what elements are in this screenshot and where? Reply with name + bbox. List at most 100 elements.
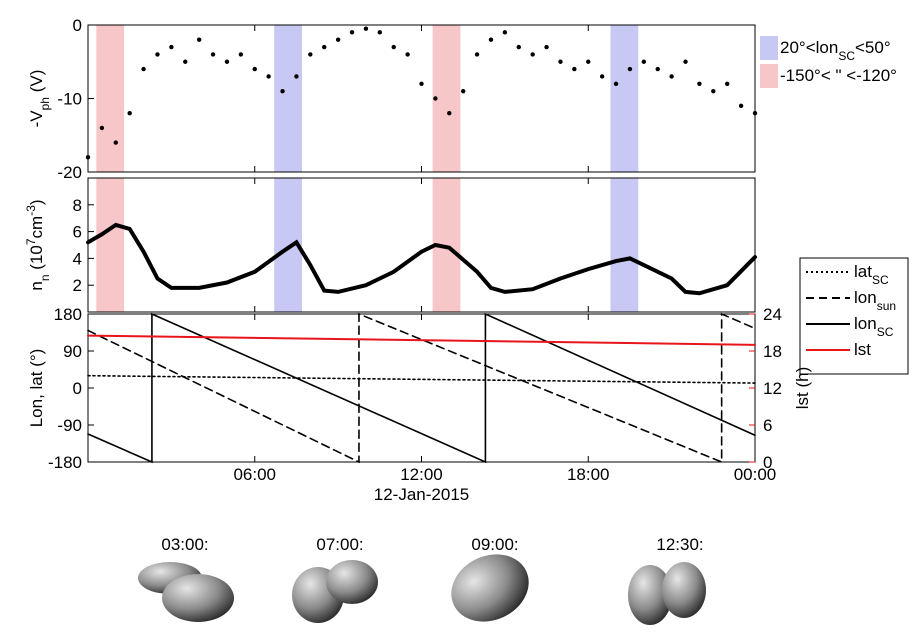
- data-point: [210, 52, 216, 57]
- data-point: [294, 74, 299, 79]
- x-tick-label: 18:00: [567, 465, 610, 484]
- y-axis-label: -Vph (V): [27, 70, 52, 128]
- data-point: [683, 59, 688, 64]
- data-point: [99, 125, 105, 131]
- text-part: ph: [38, 97, 52, 110]
- highlight-band: [610, 178, 639, 312]
- y-tick-label: 6: [73, 223, 82, 242]
- data-point: [405, 52, 410, 57]
- text-part: 7: [24, 238, 38, 245]
- y-tick-label: 0: [73, 16, 82, 35]
- text-part: SC: [872, 273, 889, 287]
- y-axis-label: Lon, lat (°): [27, 349, 46, 428]
- data-point: [697, 81, 702, 87]
- data-point: [377, 30, 383, 35]
- data-point: [474, 52, 480, 57]
- data-point: [613, 81, 619, 87]
- text-part: (10: [27, 245, 46, 274]
- data-point: [113, 140, 118, 145]
- data-point: [224, 59, 230, 64]
- legend-swatch: [760, 36, 778, 60]
- x-tick-label: 12:00: [400, 465, 443, 484]
- comet-shapes: [138, 554, 706, 625]
- y-axis-label: nn (107cm-3): [24, 199, 52, 290]
- plot-frame: [87, 177, 756, 313]
- legend-label: 20°<lonSC<50°: [780, 38, 891, 63]
- legend-label: lst: [854, 340, 871, 359]
- x-axis-label: 12-Jan-2015: [374, 485, 469, 504]
- y2-tick-label: 0: [763, 453, 772, 472]
- y-tick-label: 4: [73, 249, 82, 268]
- data-point: [752, 111, 758, 116]
- text-part: n: [38, 274, 52, 281]
- data-point: [141, 66, 146, 72]
- y2-tick-label: 18: [763, 342, 782, 361]
- y2-tick-label: 6: [763, 416, 772, 435]
- data-point: [669, 74, 674, 79]
- inset-labels: 03:00: 07:00: 09:00: 12:30:: [161, 535, 703, 554]
- data-point: [433, 96, 438, 101]
- data-point: [252, 66, 257, 72]
- data-line: [87, 374, 756, 384]
- text-part: <50°: [855, 38, 891, 57]
- highlight-band: [610, 25, 639, 172]
- y-tick-label: -20: [57, 163, 82, 182]
- data-point: [322, 44, 327, 50]
- data-point: [266, 74, 271, 79]
- text-part: -150°< " <-120°: [780, 66, 897, 85]
- y-tick-label: -10: [57, 90, 82, 109]
- data-point: [711, 88, 716, 94]
- data-point: [155, 52, 160, 57]
- data-point: [530, 52, 535, 57]
- y2-tick-label: 24: [763, 305, 782, 324]
- inset-label: 07:00:: [316, 535, 363, 554]
- y2-tick-label: 12: [763, 379, 782, 398]
- y-tick-label: -180: [48, 453, 82, 472]
- legend-label: latSC: [854, 262, 889, 287]
- inset-label: 09:00:: [471, 535, 518, 554]
- text-part: lst (h): [793, 367, 812, 410]
- y-tick-label: 0: [73, 379, 82, 398]
- text-part: SC: [877, 325, 894, 339]
- y-tick-label: 2: [73, 276, 82, 295]
- text-part: Lon, lat (°): [27, 349, 46, 428]
- y-tick-label: 90: [63, 342, 82, 361]
- data-point: [572, 66, 577, 72]
- y-tick-label: 180: [54, 305, 82, 324]
- text-part: 20°<lon: [780, 38, 838, 57]
- text-part: SC: [838, 49, 855, 63]
- data-point: [627, 66, 633, 72]
- data-line: [87, 312, 756, 464]
- inset-label: 12:30:: [656, 535, 703, 554]
- text-part: (V): [27, 70, 46, 97]
- data-point: [544, 44, 549, 50]
- legend-box: [799, 257, 909, 375]
- data-point: [419, 81, 424, 87]
- data-point: [641, 59, 647, 64]
- x-tick-label: 00:00: [734, 465, 777, 484]
- data-point: [127, 111, 132, 116]
- data-point: [280, 88, 285, 94]
- legend-label: lonsun: [854, 288, 896, 313]
- text-part: -V: [27, 110, 46, 128]
- legend-label: -150°< " <-120°: [780, 66, 897, 85]
- data-point: [238, 52, 244, 57]
- text-part: ): [27, 199, 46, 205]
- data-point: [655, 66, 660, 72]
- text-part: n: [27, 281, 46, 290]
- data-point: [308, 52, 313, 57]
- data-point: [196, 37, 202, 42]
- text-part: -3: [24, 205, 38, 216]
- text-part: lat: [854, 262, 872, 281]
- data-line: [86, 222, 757, 296]
- data-point: [391, 44, 396, 50]
- y-tick-label: -90: [57, 416, 82, 435]
- legend-label: lonSC: [854, 314, 894, 339]
- data-line: [87, 334, 756, 346]
- data-point: [586, 59, 591, 64]
- text-part: sun: [877, 299, 896, 313]
- data-point: [169, 44, 174, 50]
- y2-axis-label: lst (h): [793, 367, 812, 410]
- data-point: [725, 81, 730, 87]
